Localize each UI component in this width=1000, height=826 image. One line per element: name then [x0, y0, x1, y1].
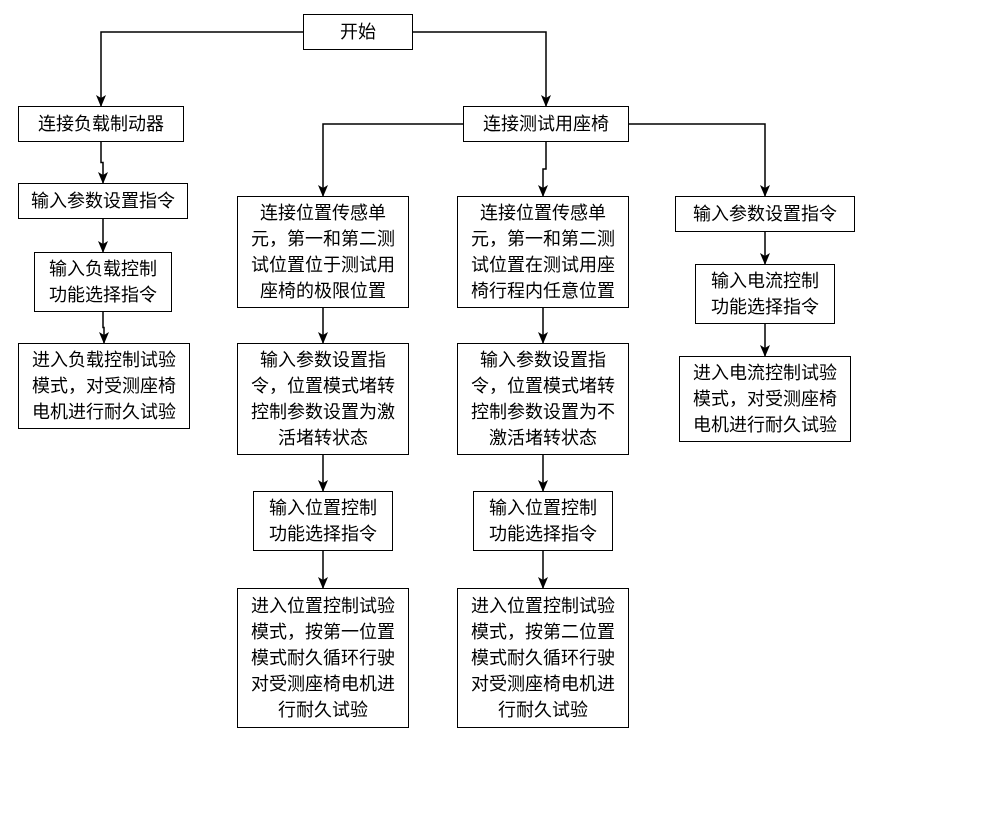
node-c2: 输入参数设置指令，位置模式堵转控制参数设置为不激活堵转状态 — [457, 343, 629, 455]
node-label-c2: 输入参数设置指令，位置模式堵转控制参数设置为不激活堵转状态 — [468, 347, 618, 451]
node-label-a2: 输入参数设置指令 — [31, 188, 175, 214]
node-label-a1: 连接负载制动器 — [38, 111, 164, 137]
node-c4: 进入位置控制试验模式，按第二位置模式耐久循环行驶对受测座椅电机进行耐久试验 — [457, 588, 629, 728]
node-label-d2: 输入电流控制功能选择指令 — [706, 268, 824, 320]
flowchart-canvas: 开始连接负载制动器输入参数设置指令输入负载控制功能选择指令进入负载控制试验模式，… — [0, 0, 1000, 826]
node-a2: 输入参数设置指令 — [18, 183, 188, 219]
edge-seat-to-d1 — [629, 124, 765, 196]
node-label-seat: 连接测试用座椅 — [483, 111, 609, 137]
edge-a1-to-a2 — [101, 142, 103, 183]
node-label-c3: 输入位置控制功能选择指令 — [484, 495, 602, 547]
node-d1: 输入参数设置指令 — [675, 196, 855, 232]
node-c1: 连接位置传感单元，第一和第二测试位置在测试用座椅行程内任意位置 — [457, 196, 629, 308]
node-start: 开始 — [303, 14, 413, 50]
node-label-b1: 连接位置传感单元，第一和第二测试位置位于测试用座椅的极限位置 — [248, 200, 398, 304]
node-label-start: 开始 — [340, 19, 376, 45]
node-b1: 连接位置传感单元，第一和第二测试位置位于测试用座椅的极限位置 — [237, 196, 409, 308]
node-seat: 连接测试用座椅 — [463, 106, 629, 142]
node-b2: 输入参数设置指令，位置模式堵转控制参数设置为激活堵转状态 — [237, 343, 409, 455]
node-a3: 输入负载控制功能选择指令 — [34, 252, 172, 312]
node-label-c4: 进入位置控制试验模式，按第二位置模式耐久循环行驶对受测座椅电机进行耐久试验 — [468, 593, 618, 723]
node-label-a3: 输入负载控制功能选择指令 — [45, 256, 161, 308]
node-c3: 输入位置控制功能选择指令 — [473, 491, 613, 551]
node-label-b4: 进入位置控制试验模式，按第一位置模式耐久循环行驶对受测座椅电机进行耐久试验 — [248, 593, 398, 723]
node-label-c1: 连接位置传感单元，第一和第二测试位置在测试用座椅行程内任意位置 — [468, 200, 618, 304]
node-d2: 输入电流控制功能选择指令 — [695, 264, 835, 324]
node-label-b2: 输入参数设置指令，位置模式堵转控制参数设置为激活堵转状态 — [248, 347, 398, 451]
node-a1: 连接负载制动器 — [18, 106, 184, 142]
edge-seat-to-c1 — [543, 142, 546, 196]
node-label-d3: 进入电流控制试验模式，对受测座椅电机进行耐久试验 — [690, 360, 840, 438]
edge-start-to-seat — [413, 32, 546, 106]
node-a4: 进入负载控制试验模式，对受测座椅电机进行耐久试验 — [18, 343, 190, 429]
node-d3: 进入电流控制试验模式，对受测座椅电机进行耐久试验 — [679, 356, 851, 442]
node-label-d1: 输入参数设置指令 — [693, 201, 837, 227]
node-b4: 进入位置控制试验模式，按第一位置模式耐久循环行驶对受测座椅电机进行耐久试验 — [237, 588, 409, 728]
edge-start-to-a1 — [101, 32, 303, 106]
node-b3: 输入位置控制功能选择指令 — [253, 491, 393, 551]
node-label-a4: 进入负载控制试验模式，对受测座椅电机进行耐久试验 — [29, 347, 179, 425]
node-label-b3: 输入位置控制功能选择指令 — [264, 495, 382, 547]
edge-a3-to-a4 — [103, 312, 104, 343]
edge-seat-to-b1 — [323, 124, 463, 196]
